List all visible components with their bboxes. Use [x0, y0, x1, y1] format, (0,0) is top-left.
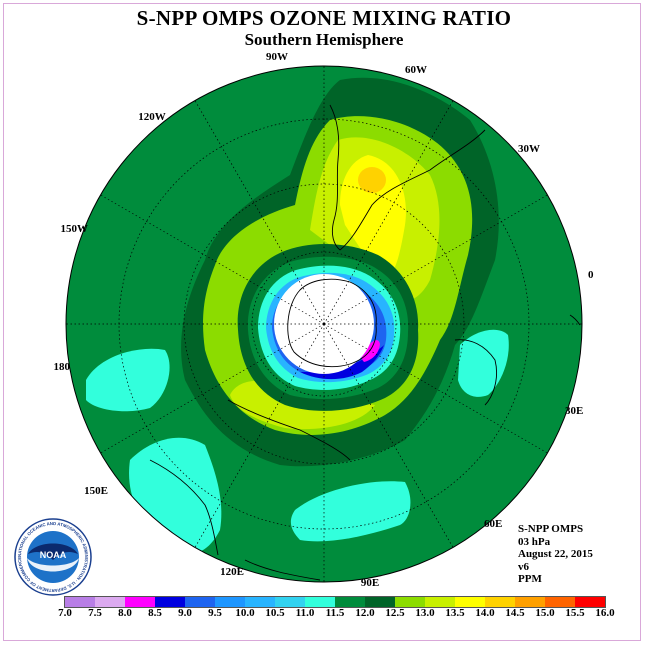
colorbar-tick-label: 7.5 [88, 607, 102, 619]
longitude-label: 0 [588, 269, 594, 281]
colorbar-swatch [275, 597, 305, 607]
colorbar-tick-label: 8.0 [118, 607, 132, 619]
longitude-label: 120W [138, 111, 166, 123]
noaa-logo: NOAA NATIONAL OCEANIC AND ATMOSPHERIC AD… [14, 518, 92, 596]
meridian-line [323, 194, 548, 325]
longitude-label: 120E [220, 566, 244, 578]
info-date: August 22, 2015 [518, 548, 593, 560]
longitude-label: 30E [565, 405, 583, 417]
coast-south-america-west [329, 104, 341, 251]
longitude-label: 150E [84, 485, 108, 497]
colorbar-swatch [395, 597, 425, 607]
patch-cyan-south [290, 481, 411, 542]
colorbar-swatch [365, 597, 395, 607]
map-subtitle: Southern Hemisphere [244, 30, 404, 49]
colorbar-swatch [455, 597, 485, 607]
coast-africa-west [569, 314, 581, 326]
colorbar-tick-label: 15.5 [565, 607, 585, 619]
colorbar-swatch [575, 597, 605, 607]
colorbar-swatch [95, 597, 125, 607]
meridian-line [100, 323, 325, 454]
south-pole-dot [322, 322, 326, 326]
meridian-line [194, 100, 325, 325]
colorbar-tick-label: 12.5 [385, 607, 405, 619]
colorbar-tick-label: 12.0 [355, 607, 375, 619]
longitude-label: 90W [266, 51, 288, 63]
colorbar-swatch [305, 597, 335, 607]
info-block: S-NPP OMPS 03 hPa August 22, 2015 v6 PPM [518, 523, 593, 586]
coast-africa-south [454, 339, 497, 406]
colorbar-tick-label: 10.5 [265, 607, 285, 619]
longitude-label: 30W [518, 143, 540, 155]
meridian-line [100, 194, 325, 325]
colorbar-swatch [545, 597, 575, 607]
colorbar-tick-label: 14.0 [475, 607, 495, 619]
colorbar-swatch [125, 597, 155, 607]
colorbar-tick-label: 13.5 [445, 607, 465, 619]
colorbar-swatch [155, 597, 185, 607]
graticule [66, 66, 582, 582]
logo-text: NOAA [40, 550, 67, 560]
patch-cyan-west [86, 348, 170, 412]
colorbar-tick-label: 9.0 [178, 607, 192, 619]
longitude-label: 150W [61, 223, 89, 235]
colorbar-swatch [65, 597, 95, 607]
colorbar-tick-label: 8.5 [148, 607, 162, 619]
meridian-line [323, 323, 454, 548]
figure-frame [3, 3, 641, 641]
longitude-label: 90E [361, 577, 379, 589]
coast-australia-segment [227, 399, 351, 461]
colorbar-ticks: 7.0 7.5 8.0 8.5 9.0 9.5 10.0 10.5 11.0 11.5 12.0 12… [0, 607, 648, 621]
map-title: S-NPP OMPS OZONE MIXING RATIO [136, 6, 512, 30]
meridians [66, 66, 582, 582]
info-instrument: S-NPP OMPS [518, 523, 584, 535]
colorbar-tick-label: 11.5 [325, 607, 345, 619]
vortex-8-0 [361, 340, 380, 362]
colorbar-tick-label: 10.0 [235, 607, 255, 619]
longitude-label: 180 [54, 361, 71, 373]
coast-new-zealand [149, 459, 219, 556]
coast-antarctica [287, 278, 377, 368]
colorbar [64, 596, 606, 608]
colorbar-swatch [515, 597, 545, 607]
colorbar-tick-label: 9.5 [208, 607, 222, 619]
meridian-line [323, 323, 548, 454]
colorbar-tick-label: 15.0 [535, 607, 555, 619]
meridian-line [323, 100, 454, 325]
meridian-line [194, 323, 325, 548]
band-13-5 [340, 155, 406, 280]
info-units: PPM [518, 573, 542, 585]
colorbar-tick-label: 13.0 [415, 607, 435, 619]
colorbar-tick-label: 14.5 [505, 607, 525, 619]
longitude-labels: 90W 60W 30W 0 30E 60E 90E 120E 150E 180 150W 120W [54, 51, 595, 589]
coast-australia-north [244, 559, 321, 581]
colorbar-tick-label: 7.0 [58, 607, 72, 619]
info-level: 03 hPa [518, 535, 551, 548]
colorbar-swatch [215, 597, 245, 607]
colorbar-tick-label: 11.0 [295, 607, 315, 619]
colorbar-swatch [185, 597, 215, 607]
longitude-label: 60E [484, 518, 502, 530]
patch-cyan-southwest [129, 437, 222, 555]
map-boundary [65, 65, 583, 583]
colorbar-swatch [245, 597, 275, 607]
coastlines [149, 104, 581, 581]
band-14-0-peak [358, 167, 386, 193]
colorbar-swatch [335, 597, 365, 607]
coast-south-america-east [339, 129, 486, 251]
vortex-8-5 [300, 345, 384, 380]
info-version: v6 [518, 560, 529, 573]
colorbar-tick-label: 16.0 [595, 607, 615, 619]
colorbar-swatch [425, 597, 455, 607]
colorbar-swatch [485, 597, 515, 607]
longitude-label: 60W [405, 64, 427, 76]
